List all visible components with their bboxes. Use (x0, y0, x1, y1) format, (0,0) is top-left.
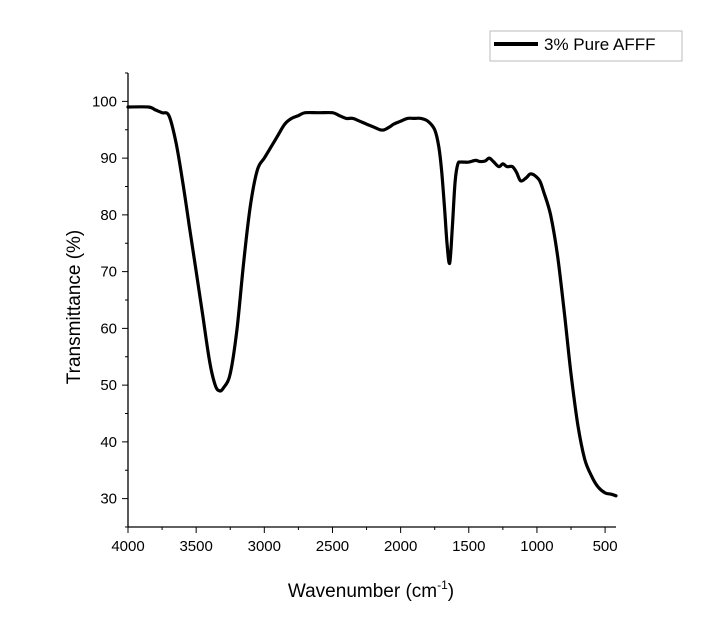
y-tick-label: 70 (100, 264, 117, 281)
x-tick-label: 1000 (520, 538, 553, 555)
x-tick-label: 2500 (316, 538, 349, 555)
legend-box (489, 30, 683, 62)
x-axis: 4000 3500 3000 2500 2000 1500 1000 500 (111, 527, 618, 555)
y-tick-label: 60 (100, 320, 117, 337)
y-tick-label: 100 (92, 93, 117, 110)
y-tick-label: 50 (100, 377, 117, 394)
y-tick-label: 90 (100, 150, 117, 167)
legend: 3% Pure AFFF (489, 30, 683, 62)
x-tick-label: 1500 (452, 538, 485, 555)
y-tick-label: 40 (100, 434, 117, 451)
x-tick-label: 4000 (111, 538, 144, 555)
y-tick-label: 30 (100, 491, 117, 508)
x-tick-label: 2000 (384, 538, 417, 555)
legend-label: 3% Pure AFFF (544, 35, 655, 54)
x-tick-label: 3500 (179, 538, 212, 555)
y-tick-label: 80 (100, 207, 117, 224)
series-line-3pct-pure-afff (126, 105, 618, 498)
x-tick-label: 3000 (248, 538, 281, 555)
y-axis-title: Transmittance (%) (64, 230, 85, 385)
y-axis: 30 40 50 60 70 80 90 100 (92, 72, 128, 528)
x-axis-title: Wavenumber (cm-1) (288, 578, 454, 602)
x-tick-label: 500 (593, 538, 618, 555)
